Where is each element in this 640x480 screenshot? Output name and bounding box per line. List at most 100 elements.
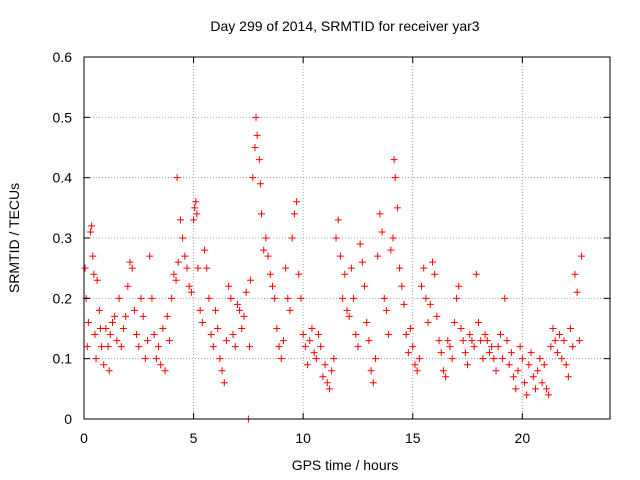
data-points bbox=[81, 113, 586, 423]
data-point bbox=[529, 373, 537, 381]
data-point bbox=[194, 264, 202, 272]
data-point bbox=[100, 361, 108, 369]
data-point bbox=[174, 258, 182, 266]
data-point bbox=[148, 294, 156, 302]
data-point bbox=[170, 270, 178, 278]
data-point bbox=[297, 294, 305, 302]
data-point bbox=[119, 325, 127, 332]
data-point bbox=[422, 294, 430, 302]
data-point bbox=[277, 355, 285, 363]
data-point bbox=[339, 294, 347, 302]
data-point bbox=[196, 306, 204, 314]
data-point bbox=[117, 343, 125, 351]
data-point bbox=[304, 361, 312, 369]
data-point bbox=[387, 246, 395, 254]
data-point bbox=[389, 234, 397, 242]
data-point bbox=[93, 276, 101, 284]
data-point bbox=[155, 343, 163, 351]
data-point bbox=[578, 252, 586, 260]
data-point bbox=[328, 367, 336, 375]
data-point bbox=[113, 337, 121, 345]
data-point bbox=[245, 343, 253, 351]
data-point bbox=[187, 288, 195, 296]
data-point bbox=[336, 252, 344, 260]
data-point bbox=[459, 337, 467, 345]
data-point bbox=[275, 343, 283, 351]
data-point bbox=[542, 385, 550, 393]
data-point bbox=[562, 361, 570, 369]
data-point bbox=[418, 282, 426, 290]
data-point bbox=[571, 270, 579, 278]
data-point bbox=[90, 270, 98, 278]
data-point bbox=[220, 379, 228, 387]
data-point bbox=[163, 312, 171, 320]
data-point bbox=[540, 361, 548, 369]
data-point bbox=[87, 228, 95, 236]
data-point bbox=[448, 355, 456, 363]
data-point bbox=[252, 113, 260, 121]
data-point bbox=[444, 337, 452, 345]
data-point bbox=[330, 355, 338, 363]
data-point bbox=[179, 234, 187, 242]
data-point bbox=[466, 331, 474, 339]
data-point bbox=[433, 312, 441, 320]
data-point bbox=[271, 294, 279, 302]
data-point bbox=[549, 325, 557, 332]
data-point bbox=[404, 349, 412, 357]
data-point bbox=[268, 282, 276, 290]
data-point bbox=[413, 367, 421, 375]
data-point bbox=[475, 318, 482, 326]
data-point bbox=[258, 210, 266, 218]
data-point bbox=[400, 300, 408, 308]
data-point bbox=[365, 337, 373, 345]
data-point bbox=[266, 270, 274, 278]
data-point bbox=[176, 216, 184, 224]
data-point bbox=[564, 373, 572, 381]
data-point bbox=[225, 282, 233, 290]
data-point bbox=[231, 343, 239, 351]
data-point bbox=[173, 174, 181, 182]
data-point bbox=[455, 282, 463, 290]
data-point bbox=[437, 349, 445, 357]
data-point bbox=[81, 264, 89, 272]
data-point bbox=[98, 343, 106, 351]
data-point bbox=[477, 337, 485, 345]
data-point bbox=[560, 337, 568, 345]
data-point bbox=[122, 312, 130, 320]
x-tick-label: 20 bbox=[515, 430, 531, 446]
data-point bbox=[523, 391, 531, 399]
data-point bbox=[284, 294, 292, 302]
data-point bbox=[439, 367, 447, 375]
data-point bbox=[367, 367, 375, 375]
data-point bbox=[411, 361, 419, 369]
data-point bbox=[556, 331, 564, 339]
data-point bbox=[91, 331, 99, 339]
data-point bbox=[527, 349, 535, 357]
data-point bbox=[95, 306, 103, 314]
data-point bbox=[212, 306, 219, 314]
data-point bbox=[193, 210, 201, 218]
data-point bbox=[551, 337, 559, 345]
data-point bbox=[137, 294, 145, 302]
data-point bbox=[402, 331, 410, 339]
data-point bbox=[135, 343, 143, 351]
data-point bbox=[181, 252, 189, 260]
data-point bbox=[288, 234, 296, 242]
data-point bbox=[431, 270, 439, 278]
data-point bbox=[347, 264, 355, 272]
data-point bbox=[343, 306, 351, 314]
data-point bbox=[325, 385, 333, 393]
data-point bbox=[516, 343, 524, 351]
data-point bbox=[354, 343, 362, 351]
data-point bbox=[262, 234, 270, 242]
y-axis-label: SRMTID / TECUs bbox=[6, 183, 22, 293]
data-point bbox=[435, 337, 443, 345]
data-point bbox=[260, 246, 268, 254]
data-point bbox=[569, 343, 577, 351]
data-point bbox=[521, 379, 529, 387]
x-axis-label: GPS time / hours bbox=[292, 457, 399, 473]
data-point bbox=[102, 325, 110, 332]
data-point bbox=[446, 343, 454, 351]
x-tick-label: 0 bbox=[80, 430, 88, 446]
data-point bbox=[468, 337, 476, 345]
